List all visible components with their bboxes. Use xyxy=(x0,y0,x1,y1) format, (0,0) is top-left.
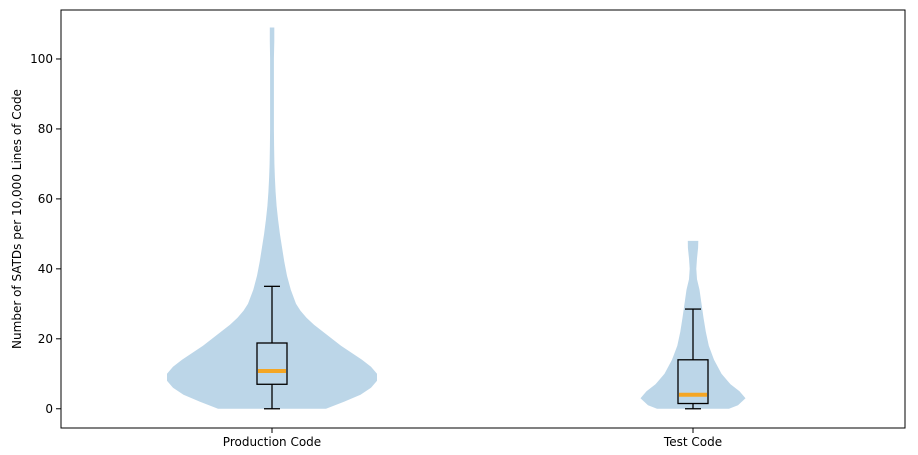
y-tick-label: 40 xyxy=(38,262,53,276)
x-axis: Production Code Test Code xyxy=(223,428,722,449)
iqr-box xyxy=(677,359,709,405)
y-axis-label: Number of SATDs per 10,000 Lines of Code xyxy=(10,89,24,349)
x-tick-label: Production Code xyxy=(223,435,321,449)
violin-body xyxy=(167,27,377,409)
y-tick-label: 100 xyxy=(30,52,53,66)
iqr-box xyxy=(256,342,288,385)
plot-frame xyxy=(60,9,906,429)
y-axis: 0 20 40 60 80 100 xyxy=(30,52,61,416)
violin-test-code xyxy=(640,240,746,410)
violin-production-code xyxy=(167,27,377,410)
y-tick-label: 0 xyxy=(45,402,53,416)
plot-layer xyxy=(167,27,746,410)
y-tick-label: 60 xyxy=(38,192,53,206)
y-tick-label: 20 xyxy=(38,332,53,346)
x-tick-label: Test Code xyxy=(663,435,722,449)
y-tick-label: 80 xyxy=(38,122,53,136)
